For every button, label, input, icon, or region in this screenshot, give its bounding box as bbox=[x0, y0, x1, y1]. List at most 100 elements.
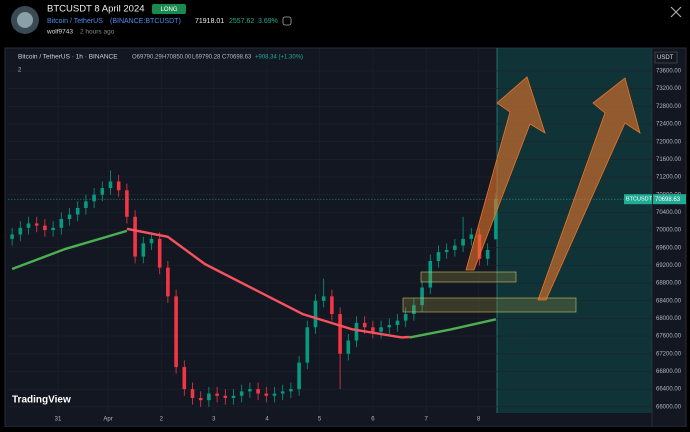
y-tick-label: 69600.00 bbox=[656, 245, 682, 251]
legend-change: +908.34 (+1.30%) bbox=[255, 55, 303, 61]
candle-body bbox=[215, 393, 219, 396]
candle-body bbox=[256, 389, 260, 394]
badge-text: LONG bbox=[160, 7, 177, 13]
candle-body bbox=[92, 194, 96, 202]
candle-body bbox=[84, 201, 88, 208]
candle-body bbox=[26, 223, 31, 228]
candle-body bbox=[157, 238, 162, 268]
candle-body bbox=[461, 238, 465, 246]
candle-body bbox=[133, 216, 137, 257]
avatar-face bbox=[17, 12, 33, 28]
y-tick-label: 72800.00 bbox=[656, 104, 682, 110]
price-tag-text: 70698.63 bbox=[655, 197, 681, 203]
y-tick-label: 70000.00 bbox=[656, 228, 682, 234]
candle-body bbox=[59, 219, 64, 228]
y-tick-label: 66800.00 bbox=[656, 369, 682, 375]
y-tick-label: 68800.00 bbox=[656, 281, 682, 287]
y-tick-label: 67600.00 bbox=[656, 334, 682, 340]
x-tick-label: 6 bbox=[371, 417, 375, 423]
zone-box bbox=[402, 297, 577, 313]
legend-symbol: Bitcoin / TetherUS · 1h · BINANCE bbox=[18, 54, 118, 61]
author[interactable]: wolf9743 bbox=[46, 29, 73, 36]
y-tick-label: 72400.00 bbox=[656, 122, 682, 128]
candle-body bbox=[330, 296, 334, 315]
candle-body bbox=[34, 223, 39, 226]
x-tick-label: 2 bbox=[160, 417, 164, 423]
y-tick-label: 69200.00 bbox=[656, 263, 682, 269]
zone-box bbox=[420, 271, 517, 283]
candle-body bbox=[182, 367, 187, 390]
y-tick-label: 73200.00 bbox=[656, 86, 682, 92]
candle-body bbox=[428, 260, 433, 288]
candle-body bbox=[75, 207, 80, 215]
watermark: TradingView bbox=[12, 395, 71, 406]
candle-body bbox=[338, 314, 342, 354]
legend-close: C70698.63 bbox=[222, 55, 252, 61]
candle-body bbox=[313, 300, 318, 328]
arrow bbox=[537, 77, 641, 301]
legend-low: L69790.28 bbox=[192, 55, 221, 61]
indicator-count[interactable]: 2 bbox=[18, 68, 22, 74]
x-tick-label: 5 bbox=[318, 417, 322, 423]
candle-body bbox=[248, 389, 252, 392]
candle-body bbox=[43, 225, 47, 231]
currency-box[interactable] bbox=[654, 51, 678, 64]
candle-body bbox=[321, 296, 326, 301]
y-tick-label: 71600.00 bbox=[656, 157, 682, 163]
symbol-tag-text: BTCUSDT bbox=[626, 197, 653, 203]
candle-body bbox=[297, 362, 301, 390]
x-tick-label: 8 bbox=[477, 417, 481, 423]
candle-body bbox=[280, 391, 285, 394]
y-tick-label: 67200.00 bbox=[656, 351, 682, 357]
candle-body bbox=[494, 199, 498, 240]
y-tick-label: 70400.00 bbox=[656, 210, 682, 216]
candle-body bbox=[190, 389, 195, 398]
x-tick-label: 31 bbox=[55, 417, 62, 423]
post-title: BTCUSDT 8 April 2024 bbox=[47, 4, 145, 15]
candle-body bbox=[354, 322, 359, 341]
alert-icon[interactable] bbox=[282, 16, 292, 26]
y-tick-label: 66400.00 bbox=[656, 387, 682, 393]
change-pct: 3.69% bbox=[258, 18, 278, 25]
candle-body bbox=[469, 234, 474, 239]
candle-body bbox=[116, 181, 121, 191]
candle-body bbox=[395, 320, 400, 326]
price-tag bbox=[653, 194, 686, 205]
candle-body bbox=[436, 252, 441, 261]
symbol-link[interactable]: Bitcoin / TetherUS bbox=[47, 18, 103, 25]
moving-average bbox=[409, 318, 497, 339]
y-tick-label: 68000.00 bbox=[656, 316, 682, 322]
candle-body bbox=[10, 234, 14, 239]
candle-body bbox=[198, 397, 203, 401]
candle-body bbox=[51, 227, 55, 231]
candle-body bbox=[485, 249, 490, 259]
x-tick-label: Apr bbox=[103, 417, 112, 423]
candle-body bbox=[412, 305, 416, 315]
candle-body bbox=[223, 395, 228, 398]
exchange-link[interactable]: (BINANCE:BTCUSDT) bbox=[110, 18, 181, 25]
x-tick-label: 3 bbox=[212, 417, 216, 423]
y-tick-label: 72000.00 bbox=[656, 139, 682, 145]
candle-body bbox=[371, 327, 375, 332]
candle-body bbox=[420, 287, 424, 306]
candle-body bbox=[67, 214, 72, 220]
candle-body bbox=[231, 395, 236, 398]
badge bbox=[152, 4, 186, 14]
legend-open: O69790.29 bbox=[132, 55, 162, 61]
symbol-tag bbox=[624, 194, 652, 205]
moving-average bbox=[126, 227, 410, 339]
y-tick-label: 66000.00 bbox=[656, 404, 682, 410]
legend-high: H70850.00 bbox=[162, 55, 192, 61]
close-button[interactable] bbox=[670, 6, 682, 18]
y-tick-label: 73600.00 bbox=[656, 69, 682, 75]
candle-body bbox=[141, 243, 146, 257]
candle-body bbox=[166, 267, 170, 297]
drawings bbox=[402, 76, 641, 313]
candle-body bbox=[387, 325, 392, 328]
arrow bbox=[465, 76, 546, 271]
price: 71918.01 bbox=[195, 18, 224, 25]
candle-body bbox=[362, 322, 367, 328]
x-tick-label: 4 bbox=[265, 417, 269, 423]
candle-body bbox=[174, 296, 178, 368]
